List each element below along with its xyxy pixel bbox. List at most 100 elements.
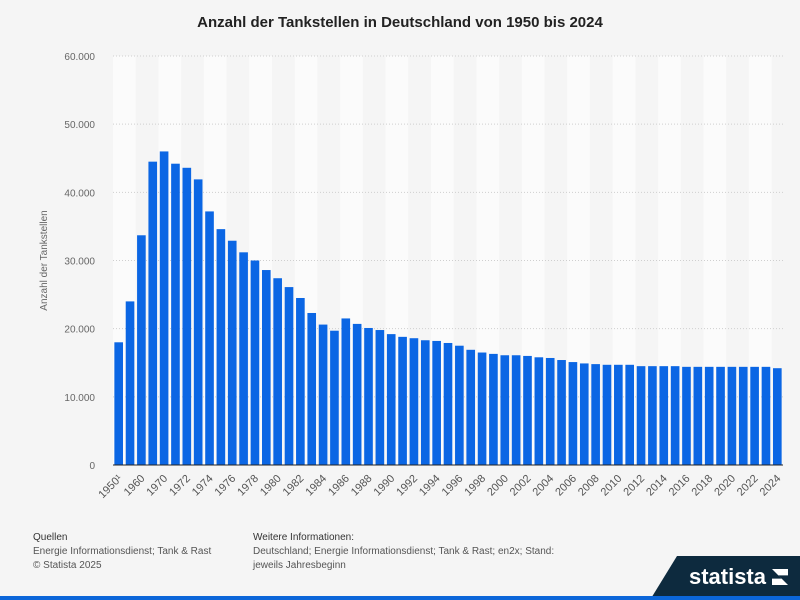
bar-1994 — [432, 340, 441, 465]
bar-1965 — [148, 161, 158, 466]
x-tick-label: 2020 — [712, 473, 738, 499]
bar-1998 — [477, 352, 487, 465]
x-tick-label: 2008 — [576, 473, 602, 499]
bar-1990 — [386, 334, 396, 465]
info-line-2: jeweils Jahresbeginn — [253, 560, 346, 571]
background-band — [612, 56, 636, 465]
statista-logo[interactable]: statista — [689, 564, 788, 590]
bar-2011 — [625, 364, 635, 465]
bar-2015 — [670, 366, 680, 465]
bar-1987 — [352, 323, 362, 465]
bar-2019 — [716, 366, 725, 465]
bar-1976 — [227, 240, 237, 465]
y-tick-label: 50.000 — [64, 120, 95, 131]
y-tick-label: 40.000 — [64, 188, 95, 199]
y-tick-label: 60.000 — [64, 52, 95, 63]
bottom-accent-bar — [0, 596, 800, 600]
bar-1986 — [341, 318, 351, 465]
bar-2024 — [773, 368, 782, 465]
info-heading: Weitere Informationen: — [253, 532, 354, 543]
bar-2008 — [591, 364, 600, 465]
x-tick-label: 2014 — [644, 473, 670, 499]
logo-mark-icon — [772, 569, 788, 585]
x-tick-label: 1990 — [372, 473, 398, 499]
bar-1985 — [330, 330, 339, 465]
bar-1950¹ — [114, 342, 123, 465]
x-tick-label: 1960 — [122, 473, 148, 499]
x-tick-label: 2006 — [553, 473, 579, 499]
x-tick-label: 1974 — [190, 473, 216, 499]
bar-1981 — [284, 287, 294, 465]
bar-2020 — [727, 366, 737, 465]
bar-2006 — [568, 362, 578, 465]
bar-2010 — [614, 364, 623, 465]
bar-1991 — [398, 336, 407, 465]
bar-1977 — [239, 252, 248, 465]
x-tick-label: 2004 — [531, 473, 557, 499]
bar-2009 — [602, 364, 612, 465]
x-tick-label: 2022 — [735, 473, 761, 499]
bar-1988 — [364, 327, 373, 465]
bar-1995 — [443, 342, 453, 465]
y-tick-label: 0 — [89, 461, 95, 472]
bar-1984 — [318, 324, 328, 465]
bar-1982 — [296, 297, 305, 465]
bar-1960 — [137, 235, 146, 465]
chart-title: Anzahl der Tankstellen in Deutschland vo… — [197, 14, 603, 31]
bar-1997 — [466, 349, 476, 465]
bar-1978 — [250, 260, 260, 465]
bar-1974 — [205, 211, 214, 465]
x-tick-label: 1970 — [144, 473, 170, 499]
y-tick-label: 10.000 — [64, 393, 95, 404]
bar-2023 — [761, 366, 771, 465]
bar-1972 — [182, 167, 192, 465]
x-tick-label: 2012 — [621, 473, 647, 499]
x-tick-label: 2018 — [690, 473, 716, 499]
x-tick-label: 1994 — [417, 473, 443, 499]
bar-2016 — [682, 366, 691, 465]
x-tick-label: 2002 — [508, 473, 534, 499]
bar-2003 — [534, 357, 544, 465]
bar-2022 — [750, 366, 759, 465]
bar-2002 — [523, 355, 532, 465]
bar-1971 — [171, 163, 180, 465]
bar-2012 — [636, 366, 646, 465]
x-tick-label: 2000 — [485, 473, 511, 499]
bar-1989 — [375, 330, 385, 465]
bar-2000 — [500, 355, 510, 465]
bar-1992 — [409, 338, 419, 465]
sources: Quellen Energie Informationsdienst; Tank… — [33, 531, 211, 573]
background-band — [658, 56, 681, 465]
x-tick-label: 1992 — [394, 473, 420, 499]
bar-2005 — [557, 360, 566, 465]
bar-1993 — [420, 340, 430, 465]
bar-1970 — [159, 151, 169, 465]
y-axis-label: Anzahl der Tankstellen — [39, 210, 50, 310]
logo-background — [650, 556, 800, 600]
y-tick-label: 30.000 — [64, 257, 95, 268]
x-tick-label: 1996 — [440, 473, 466, 499]
bar-1983 — [307, 312, 317, 465]
x-tick-label: 1984 — [303, 473, 329, 499]
x-tick-label: 1972 — [167, 473, 193, 499]
sources-heading: Quellen — [33, 532, 68, 543]
further-info: Weitere Informationen: Deutschland; Ener… — [253, 531, 554, 573]
info-line-1: Deutschland; Energie Informationsdienst;… — [253, 546, 555, 557]
bar-2004 — [545, 357, 555, 465]
x-tick-label: 2016 — [667, 473, 693, 499]
bar-chart: 0 10.000 20.000 30.000 40.000 50.000 60.000 Anz… — [39, 52, 783, 501]
x-tick-label: 1976 — [213, 473, 239, 499]
bar-1973 — [193, 179, 203, 466]
x-tick-label: 1978 — [235, 473, 261, 499]
x-tick-label: 1998 — [462, 473, 488, 499]
bar-2018 — [704, 366, 714, 465]
x-tick-label: 1988 — [349, 473, 375, 499]
logo-text: statista — [688, 564, 766, 589]
sources-text: Energie Informationsdienst; Tank & Rast — [33, 546, 212, 557]
x-tick-label: 1986 — [326, 473, 352, 499]
y-tick-label: 20.000 — [64, 325, 95, 336]
background-band — [703, 56, 727, 465]
bar-1999 — [489, 353, 498, 465]
bar-2001 — [511, 355, 521, 465]
bar-1980 — [273, 278, 282, 465]
